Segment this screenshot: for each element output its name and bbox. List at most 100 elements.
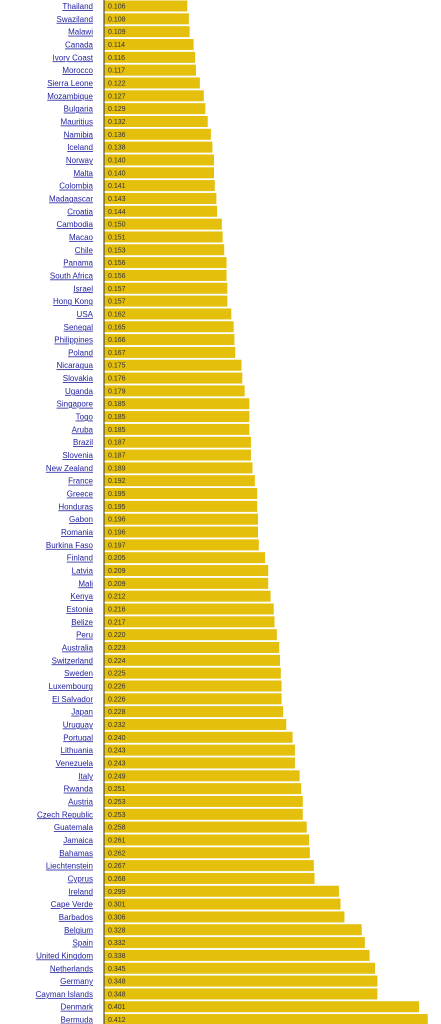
value-label: 0.143 [108,196,126,203]
category-label[interactable]: Panama [63,259,93,268]
bar [104,565,269,577]
value-label: 0.240 [108,735,126,742]
category-label[interactable]: Croatia [67,207,93,216]
category-label[interactable]: Poland [68,348,93,357]
category-label[interactable]: Togo [76,413,94,422]
bar [104,898,341,910]
category-label[interactable]: Switzerland [52,656,93,665]
category-label[interactable]: Thailand [62,2,93,11]
category-label[interactable]: Gabon [69,515,93,524]
bar [104,411,250,423]
category-label[interactable]: Nicaragua [57,361,94,370]
value-label: 0.220 [108,632,126,639]
category-label[interactable]: France [68,477,93,486]
category-label[interactable]: El Salvador [52,695,93,704]
category-label[interactable]: Mali [78,579,93,588]
bar [104,577,269,589]
category-label[interactable]: Lithuania [61,746,94,755]
category-label[interactable]: Philippines [54,336,93,345]
category-label[interactable]: Belize [71,618,93,627]
bar [104,0,188,12]
category-label[interactable]: Singapore [57,400,94,409]
category-label[interactable]: Norway [66,156,93,165]
category-label[interactable]: Cape Verde [51,900,94,909]
category-label[interactable]: Sierra Leone [47,79,93,88]
category-label[interactable]: Belgium [64,926,93,935]
category-label[interactable]: Iceland [67,143,93,152]
category-label[interactable]: Uruguay [63,720,93,729]
bar [104,244,225,256]
category-label[interactable]: Chile [75,246,94,255]
category-label[interactable]: Sweden [64,669,93,678]
category-label[interactable]: Hong Kong [53,297,93,306]
category-label[interactable]: Latvia [72,567,94,576]
value-label: 0.251 [108,786,126,793]
bar [104,642,280,653]
category-label[interactable]: Peru [76,631,93,640]
category-label[interactable]: Slovakia [63,374,94,383]
category-label[interactable]: Mozambique [47,92,93,101]
bar [104,38,194,50]
category-label[interactable]: Brazil [73,438,93,447]
value-label: 0.185 [108,401,126,408]
category-label[interactable]: Cyprus [68,874,93,883]
bar [104,706,284,718]
category-label[interactable]: Czech Republic [37,810,93,819]
category-label[interactable]: Malta [73,169,93,178]
category-label[interactable]: Netherlands [50,964,93,973]
category-label[interactable]: Honduras [58,502,93,511]
category-label[interactable]: Israel [73,284,93,293]
category-label[interactable]: Cayman Islands [36,990,93,999]
category-label[interactable]: Macao [69,233,94,242]
value-label: 0.179 [108,388,126,395]
category-label[interactable]: Italy [78,772,93,781]
category-label[interactable]: Mauritius [61,117,93,126]
category-label[interactable]: Senegal [64,323,94,332]
category-label[interactable]: Luxembourg [49,682,93,691]
category-label[interactable]: Denmark [61,1003,94,1012]
category-label[interactable]: Rwanda [64,785,94,794]
category-label[interactable]: Jamaica [63,836,93,845]
category-label[interactable]: Germany [60,977,93,986]
category-label[interactable]: Morocco [62,66,93,75]
bar [104,949,370,961]
category-label[interactable]: New Zealand [46,464,93,473]
category-label[interactable]: Barbados [59,913,93,922]
category-label[interactable]: Japan [71,708,93,717]
category-label[interactable]: Romania [61,528,94,537]
category-label[interactable]: Guatemala [54,823,94,832]
category-label[interactable]: Canada [65,40,94,49]
category-label[interactable]: Portugal [63,733,93,742]
category-label[interactable]: Ireland [69,887,93,896]
category-label[interactable]: Madagascar [49,194,93,203]
category-label[interactable]: Spain [73,939,93,948]
category-label[interactable]: Australia [62,644,94,653]
category-label[interactable]: Burkina Faso [46,541,94,550]
value-label: 0.243 [108,748,126,755]
category-label[interactable]: Namibia [64,130,94,139]
category-label[interactable]: Slovenia [62,451,93,460]
category-label[interactable]: Finland [67,554,93,563]
category-label[interactable]: Liechtenstein [46,862,93,871]
category-label[interactable]: Bulgaria [64,105,94,114]
category-label[interactable]: Uganda [65,387,94,396]
category-label[interactable]: Aruba [72,425,94,434]
category-label[interactable]: USA [77,310,94,319]
category-label[interactable]: Cambodia [57,220,94,229]
bar [104,513,258,525]
category-label[interactable]: Venezuela [56,759,94,768]
category-label[interactable]: Ivory Coast [53,53,94,62]
category-label[interactable]: United Kingdom [36,951,93,960]
bar [104,488,258,500]
value-label: 0.156 [108,273,126,280]
category-label[interactable]: Kenya [70,592,93,601]
category-label[interactable]: Swaziland [57,15,93,24]
category-label[interactable]: Estonia [66,605,93,614]
category-label[interactable]: Bahamas [59,849,93,858]
category-label[interactable]: Malawi [68,28,93,37]
category-label[interactable]: Colombia [59,182,93,191]
category-label[interactable]: Greece [67,490,94,499]
category-label[interactable]: Bermuda [61,1016,94,1024]
category-label[interactable]: Austria [68,797,93,806]
category-label[interactable]: South Africa [50,271,94,280]
